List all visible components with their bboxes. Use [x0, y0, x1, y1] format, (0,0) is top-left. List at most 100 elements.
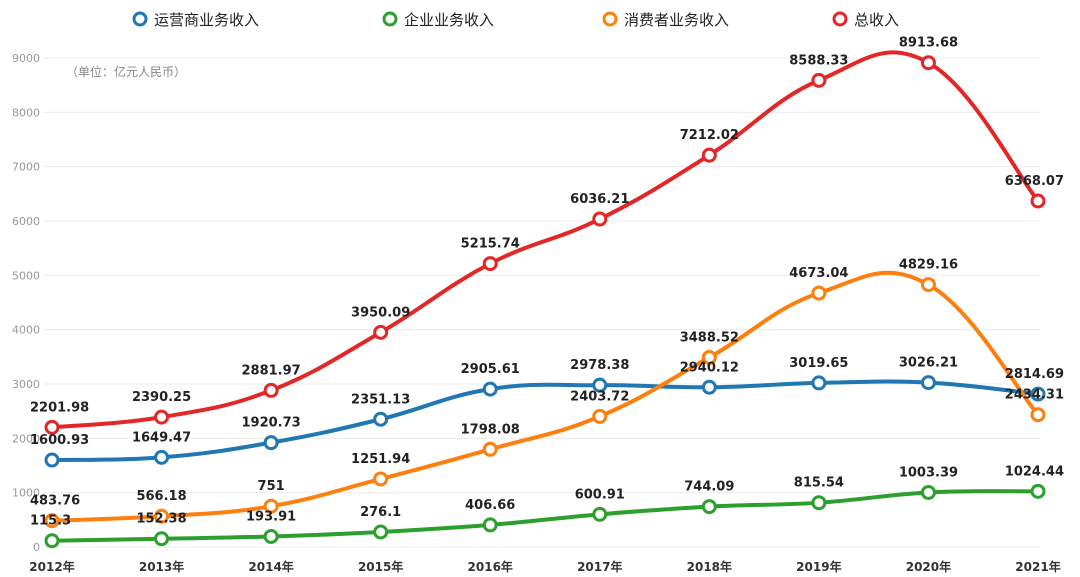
data-label: 1003.39: [899, 465, 958, 480]
y-tick-label: 5000: [12, 269, 40, 282]
data-label: 276.1: [360, 505, 401, 520]
data-point: [263, 382, 279, 398]
data-point: [44, 452, 60, 468]
x-tick-label: 2020年: [906, 559, 951, 574]
data-point: [373, 324, 389, 340]
data-point: [154, 449, 170, 465]
data-point: [811, 285, 827, 301]
legend-label: 总收入: [854, 11, 899, 29]
data-point: [44, 513, 60, 529]
data-point: [811, 495, 827, 511]
data-label: 2905.61: [461, 362, 520, 377]
data-point: [263, 528, 279, 544]
x-axis-ticks: 2012年 2013年 2014年 2015年 2016年 2017年 2018年 2019年…: [29, 559, 1060, 574]
data-point: [1030, 193, 1046, 209]
data-point: [701, 379, 717, 395]
data-label: 3488.52: [680, 330, 739, 345]
y-tick-label: 2000: [12, 432, 40, 445]
data-label: 6036.21: [570, 192, 629, 207]
x-tick-label: 2012年: [29, 559, 74, 574]
data-point: [44, 533, 60, 549]
data-label: 115.3: [30, 514, 71, 529]
x-tick-label: 2015年: [358, 559, 403, 574]
y-tick-label: 1000: [12, 487, 40, 500]
data-labels: 1600.93 1649.47 1920.73 2351.13 2905.61 2978.…: [30, 36, 1064, 529]
legend-marker: [602, 11, 618, 27]
data-point: [920, 55, 936, 71]
data-point: [373, 411, 389, 427]
x-tick-label: 2013年: [139, 559, 184, 574]
series-line-0: [50, 379, 1040, 463]
data-label: 152.38: [136, 512, 186, 527]
gridlines: [44, 57, 1040, 548]
data-label: 744.09: [684, 480, 734, 495]
data-label: 483.76: [30, 494, 80, 509]
data-point: [701, 349, 717, 365]
y-tick-label: 7000: [12, 161, 40, 174]
data-label: 815.54: [794, 476, 844, 491]
data-label: 2390.25: [132, 390, 191, 405]
data-point: [920, 277, 936, 293]
data-point: [592, 211, 608, 227]
data-point: [263, 498, 279, 514]
y-tick-label: 6000: [12, 215, 40, 228]
x-tick-label: 2021年: [1015, 559, 1060, 574]
y-tick-label: 4000: [12, 324, 40, 337]
x-tick-label: 2016年: [468, 559, 513, 574]
data-label: 566.18: [136, 489, 186, 504]
y-axis-ticks: 0 1000 2000 3000 4000 5000 6000 7000 8000 9000: [12, 52, 40, 554]
data-point: [811, 375, 827, 391]
legend-label: 企业业务收入: [404, 11, 494, 29]
data-label: 1920.73: [242, 416, 301, 431]
data-label: 2403.72: [570, 389, 629, 404]
series-lines: [50, 50, 1040, 543]
data-label: 2881.97: [242, 363, 301, 378]
data-point: [482, 441, 498, 457]
x-tick-label: 2014年: [248, 559, 293, 574]
data-label: 2978.38: [570, 358, 629, 373]
x-tick-label: 2019年: [796, 559, 841, 574]
x-tick-label: 2018年: [687, 559, 732, 574]
data-label: 600.91: [575, 487, 625, 502]
data-point: [592, 506, 608, 522]
data-point: [920, 375, 936, 391]
unit-note: （单位：亿元人民币）: [66, 64, 186, 79]
data-label: 406.66: [465, 498, 515, 513]
data-label: 1798.08: [461, 422, 520, 437]
data-point: [482, 517, 498, 533]
data-label: 7212.02: [680, 128, 739, 143]
legend: 运营商业务收入 企业业务收入 消费者业务收入 总收入: [132, 11, 899, 29]
legend-marker: [382, 11, 398, 27]
data-label: 2940.12: [680, 360, 739, 375]
data-point: [920, 484, 936, 500]
data-label: 5215.74: [461, 237, 520, 252]
data-point: [373, 471, 389, 487]
data-point: [263, 435, 279, 451]
data-label: 3026.21: [899, 356, 958, 371]
y-tick-label: 0: [33, 541, 40, 554]
data-label: 1600.93: [30, 433, 89, 448]
data-point: [701, 147, 717, 163]
data-point: [592, 377, 608, 393]
data-label: 1649.47: [132, 430, 191, 445]
data-point: [1030, 407, 1046, 423]
data-label: 4673.04: [789, 266, 848, 281]
data-point: [154, 508, 170, 524]
y-tick-label: 3000: [12, 378, 40, 391]
data-point: [154, 531, 170, 547]
data-point: [482, 381, 498, 397]
data-point: [1030, 386, 1046, 402]
data-label: 1251.94: [351, 452, 410, 467]
data-point: [592, 408, 608, 424]
series-line-1: [50, 489, 1040, 543]
data-label: 2434.31: [1005, 388, 1064, 403]
y-tick-label: 9000: [12, 52, 40, 65]
series-points: [44, 55, 1046, 549]
y-tick-label: 8000: [12, 106, 40, 119]
data-label: 3019.65: [789, 356, 848, 371]
series-line-3: [50, 50, 1040, 430]
data-point: [811, 72, 827, 88]
data-label: 2351.13: [351, 392, 410, 407]
data-label: 4829.16: [899, 258, 958, 273]
